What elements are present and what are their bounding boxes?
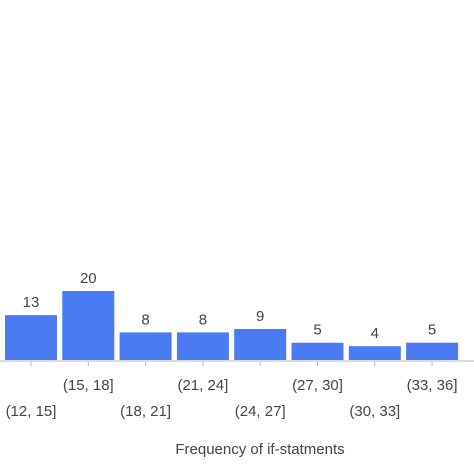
x-tick-label: (33, 36] <box>407 377 458 394</box>
bar <box>119 332 172 360</box>
x-tick-label: (27, 30] <box>292 377 343 394</box>
value-label: 9 <box>256 308 264 325</box>
value-label: 4 <box>371 325 379 342</box>
value-label: 5 <box>313 322 321 339</box>
x-tick-label: (18, 21] <box>120 403 171 420</box>
bar <box>291 342 344 360</box>
x-tick-label: (12, 15] <box>6 403 57 420</box>
value-label: 13 <box>23 294 40 311</box>
value-label: 8 <box>199 311 207 328</box>
x-axis-label: Frequency of if-statments <box>175 441 344 458</box>
bar <box>62 291 115 360</box>
bar <box>234 328 287 360</box>
bar <box>348 346 401 360</box>
value-label: 8 <box>141 311 149 328</box>
x-tick-label: (30, 33] <box>349 403 400 420</box>
value-label: 5 <box>428 322 436 339</box>
value-label: 20 <box>80 270 97 287</box>
bar <box>5 315 57 360</box>
bar <box>176 332 229 360</box>
x-tick-label: (15, 18] <box>63 377 114 394</box>
x-tick-label: (21, 24] <box>177 377 228 394</box>
x-tick-label: (24, 27] <box>235 403 286 420</box>
bar <box>406 342 459 360</box>
